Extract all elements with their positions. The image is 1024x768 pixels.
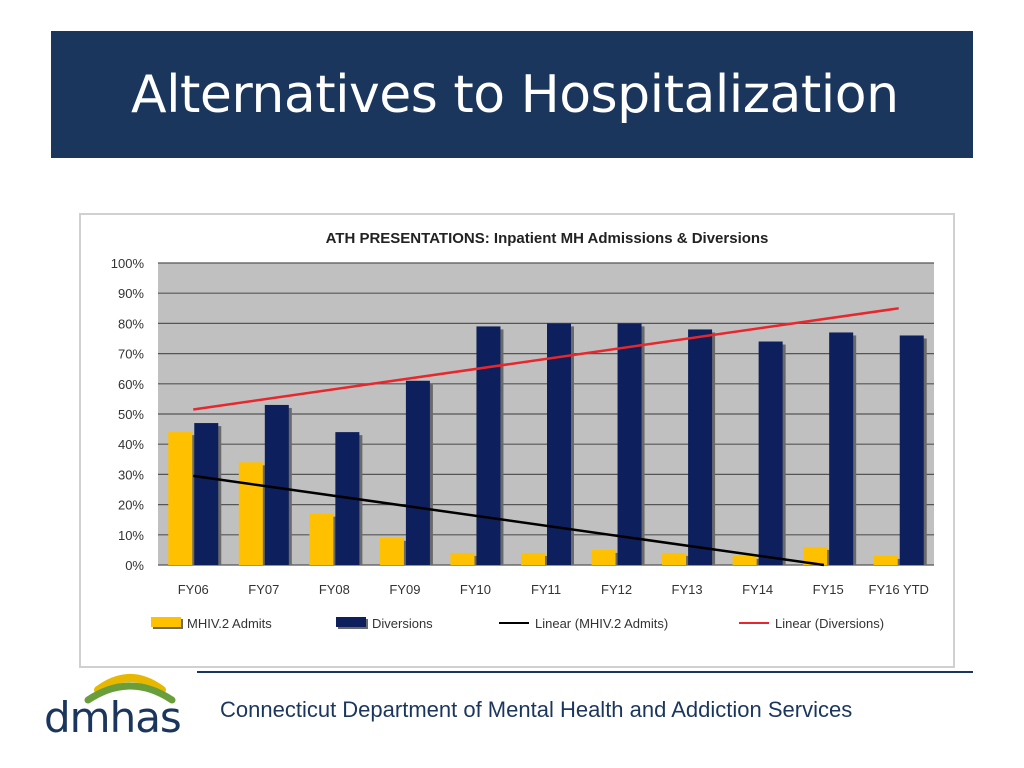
logo-sun-arc — [94, 674, 166, 694]
x-tick-label: FY06 — [178, 582, 209, 597]
bar-admits — [309, 513, 334, 565]
bar-admits — [591, 549, 616, 565]
y-tick-label: 60% — [118, 377, 144, 392]
bar-diversions — [899, 335, 924, 565]
bar-diversions — [617, 323, 642, 565]
bar-diversions — [476, 326, 501, 565]
bar-admits — [450, 552, 475, 565]
bar-admits — [803, 546, 828, 565]
bar-diversions — [688, 329, 713, 565]
bar-admits — [732, 555, 757, 565]
logo-wordmark: dmhas — [44, 693, 181, 740]
y-tick-label: 70% — [118, 347, 144, 362]
title-bar: Alternatives to Hospitalization — [51, 31, 973, 158]
y-tick-label: 40% — [118, 437, 144, 452]
x-tick-label: FY12 — [601, 582, 632, 597]
bar-diversions — [194, 423, 219, 565]
x-tick-label: FY07 — [248, 582, 279, 597]
bar-admits — [238, 462, 263, 565]
y-tick-label: 80% — [118, 316, 144, 331]
x-tick-label: FY11 — [531, 582, 561, 597]
chart-title: ATH PRESENTATIONS: Inpatient MH Admissio… — [326, 230, 769, 247]
bar-diversions — [829, 332, 854, 565]
bar-admits — [168, 432, 193, 565]
bar-diversions — [264, 404, 289, 565]
admissions-diversions-chart: ATH PRESENTATIONS: Inpatient MH Admissio… — [111, 230, 934, 631]
y-tick-label: 20% — [118, 498, 144, 513]
chart-frame: ATH PRESENTATIONS: Inpatient MH Admissio… — [79, 213, 955, 668]
x-tick-label: FY13 — [672, 582, 703, 597]
y-tick-label: 90% — [118, 286, 144, 301]
bar-admits — [662, 552, 687, 565]
slide-title: Alternatives to Hospitalization — [131, 65, 899, 125]
x-tick-label: FY08 — [319, 582, 350, 597]
y-tick-label: 30% — [118, 467, 144, 482]
y-tick-label: 0% — [125, 558, 144, 573]
x-tick-label: FY14 — [742, 582, 773, 597]
legend-label: Linear (MHIV.2 Admits) — [535, 616, 668, 631]
bar-admits — [873, 555, 898, 565]
dmhas-logo: dmhas — [44, 674, 182, 740]
bar-diversions — [405, 380, 430, 565]
trendline-admits — [193, 474, 825, 567]
legend-swatch — [336, 617, 366, 627]
x-tick-label: FY15 — [813, 582, 844, 597]
legend-label: Diversions — [372, 616, 433, 631]
legend-label: MHIV.2 Admits — [187, 616, 272, 631]
x-tick-label: FY10 — [460, 582, 491, 597]
bar-diversions — [547, 323, 571, 565]
y-tick-label: 10% — [118, 528, 144, 543]
logo-hill-arc — [84, 682, 176, 704]
x-tick-label: FY16 YTD — [869, 582, 929, 597]
legend-swatch — [151, 617, 181, 627]
bar-diversions — [758, 341, 783, 565]
y-tick-label: 100% — [111, 256, 145, 271]
y-tick-label: 50% — [118, 407, 144, 422]
x-tick-label: FY09 — [389, 582, 420, 597]
bar-admits — [379, 537, 404, 565]
footer-department-name: Connecticut Department of Mental Health … — [220, 697, 853, 722]
trendline-diversions — [193, 307, 899, 411]
legend-label: Linear (Diversions) — [775, 616, 884, 631]
footer-rule — [197, 671, 973, 673]
bar-admits — [521, 552, 545, 565]
